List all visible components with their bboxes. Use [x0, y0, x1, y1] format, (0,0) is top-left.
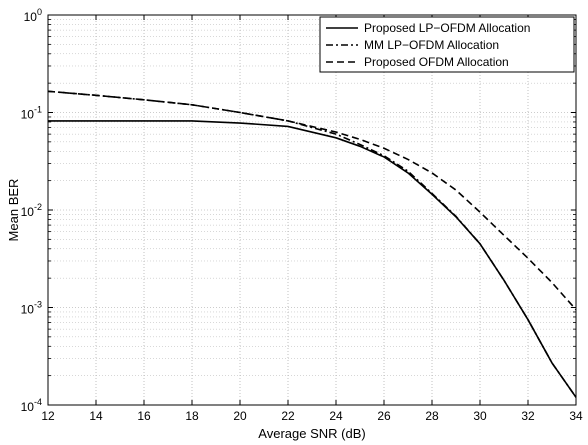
x-tick-label: 16	[137, 409, 151, 423]
legend-label-1: Proposed LP−OFDM Allocation	[364, 21, 530, 35]
x-tick-label: 28	[425, 409, 439, 423]
x-axis-label: Average SNR (dB)	[258, 426, 365, 441]
legend-label-3: Proposed OFDM Allocation	[364, 55, 509, 69]
series-line-2	[47, 90, 577, 398]
y-tick-label: 10-1	[21, 105, 42, 122]
series-line-3	[47, 90, 577, 311]
y-tick-label: 100	[24, 7, 42, 24]
x-tick-label: 22	[281, 409, 295, 423]
x-tick-label: 24	[329, 409, 343, 423]
ticks	[47, 14, 577, 406]
x-tick-label: 32	[521, 409, 535, 423]
series-line-1	[48, 120, 577, 398]
x-tick-label: 18	[185, 409, 199, 423]
y-tick-label: 10-3	[21, 300, 42, 317]
x-tick-label: 34	[569, 409, 583, 423]
x-tick-label: 12	[41, 409, 55, 423]
y-axis-label: Mean BER	[6, 179, 21, 242]
x-tick-label: 26	[377, 409, 391, 423]
x-tick-label: 14	[89, 409, 103, 423]
x-tick-label: 30	[473, 409, 487, 423]
x-tick-label: 20	[233, 409, 247, 423]
y-tick-label: 10-2	[21, 202, 42, 219]
legend: Proposed LP−OFDM Allocation MM LP−OFDM Al…	[319, 16, 575, 73]
tick-labels: 12 14 16 18 20 22 24 26 28 30 32 34 100 10-1 10-2 10-3 1…	[21, 7, 583, 423]
y-tick-label: 10-4	[21, 397, 42, 414]
legend-box	[319, 16, 575, 73]
legend-label-2: MM LP−OFDM Allocation	[364, 38, 499, 52]
grid	[47, 14, 577, 406]
series-group	[47, 90, 577, 398]
